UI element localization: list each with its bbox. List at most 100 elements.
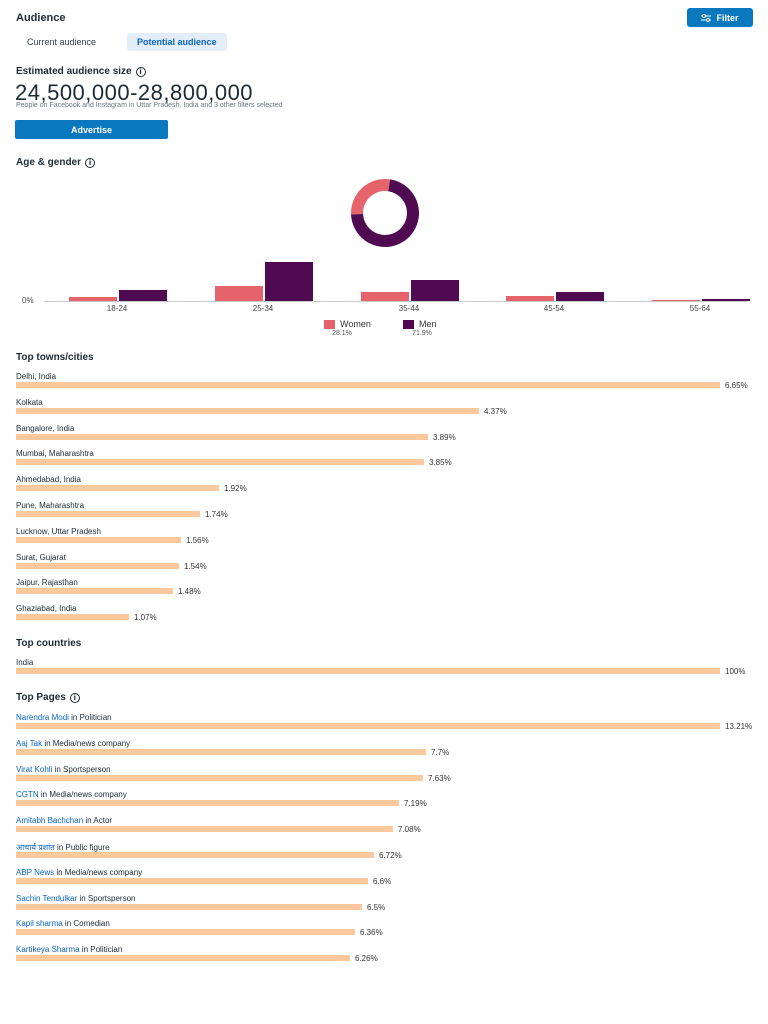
town-row-label: Mumbai, Maharashtra <box>16 449 94 459</box>
country-row-label: India <box>16 658 34 667</box>
page-link[interactable]: ABP News <box>16 867 55 877</box>
page-row-label[interactable]: Narendra Modi in Politician <box>16 713 112 722</box>
page-row-label[interactable]: Kapil sharma in Comedian <box>16 919 110 928</box>
town-row-label: Delhi, India <box>16 372 57 381</box>
page-row-label[interactable]: Amitabh Bachchan in Actor <box>16 816 112 825</box>
town-row-pct: 1.92% <box>224 484 247 494</box>
page-row-bar <box>16 852 374 858</box>
town-row-bar <box>16 382 720 388</box>
bar-women-55-64[interactable] <box>652 300 700 301</box>
page-row-pct: 7.08% <box>398 825 421 835</box>
bar-women-35-44[interactable] <box>361 292 409 301</box>
filter-sliders-icon <box>701 13 712 22</box>
legend-men-label: Men <box>419 319 437 329</box>
page-row-label[interactable]: Kartikeya Sharma in Politician <box>16 945 122 954</box>
country-row-pct: 100% <box>725 667 746 676</box>
town-row-label: Bangalore, India <box>16 423 75 433</box>
bar-men-25-34[interactable] <box>265 262 313 301</box>
town-row-bar <box>16 459 424 466</box>
tab-potential-audience[interactable]: Potential audience <box>127 33 227 51</box>
page-row-pct: 6.26% <box>355 954 378 964</box>
gender-donut-chart <box>351 179 419 247</box>
town-row-pct: 3.85% <box>429 458 452 468</box>
town-row-pct: 6.65% <box>725 381 748 390</box>
audience-size-range: 24,500,000-28,800,000 <box>15 80 254 105</box>
town-row-bar <box>16 485 219 492</box>
page-category: in Media/news company <box>38 790 127 800</box>
page-link[interactable]: आचार्य प्रशांत <box>16 843 55 852</box>
bar-women-25-34[interactable] <box>215 286 263 301</box>
info-icon[interactable]: i <box>85 157 96 168</box>
town-row-label: Jaipur, Rajasthan <box>16 578 78 588</box>
audience-description: People on Facebook and Instagram in Utta… <box>16 102 283 109</box>
info-icon[interactable]: i <box>69 692 80 703</box>
page-category: in Comedian <box>62 919 110 929</box>
page-link[interactable]: Kapil sharma <box>16 919 63 929</box>
legend-women-swatch <box>324 319 335 329</box>
page-row-label[interactable]: Virat Kohli in Sportsperson <box>16 765 111 774</box>
page-row-label[interactable]: Sachin Tendulkar in Sportsperson <box>16 894 136 903</box>
town-row-label: Ghaziabad, India <box>16 604 77 614</box>
country-row-bar <box>16 668 720 674</box>
top-pages-heading-text: Top Pages <box>16 692 66 703</box>
info-icon[interactable]: i <box>135 66 146 77</box>
page-row-label[interactable]: आचार्य प्रशांत in Public figure <box>16 842 110 853</box>
page-row-bar <box>16 748 426 755</box>
town-row-pct: 3.89% <box>433 432 456 442</box>
advertise-button[interactable]: Advertise <box>15 120 168 139</box>
page-row-label[interactable]: Aaj Tak in Media/news company <box>16 739 130 748</box>
page-row-pct: 7.63% <box>428 773 451 783</box>
town-row-bar <box>16 562 179 569</box>
age-gender-heading: Age & gender i <box>16 157 96 168</box>
legend-men-swatch <box>403 319 414 329</box>
page-row-bar <box>16 723 720 729</box>
town-row-pct: 1.54% <box>184 561 207 571</box>
town-row-pct: 1.48% <box>178 587 201 597</box>
page-link[interactable]: Sachin Tendulkar <box>16 893 78 903</box>
page-row-label[interactable]: CGTN in Media/news company <box>16 790 127 799</box>
page-row-bar <box>16 955 350 962</box>
bar-men-35-44[interactable] <box>411 280 459 301</box>
page-link[interactable]: Virat Kohli <box>16 764 53 774</box>
page-row-pct: 13.21% <box>725 722 753 731</box>
page-row-bar <box>16 800 399 807</box>
town-row-bar <box>16 536 181 543</box>
town-row-pct: 1.07% <box>134 613 157 623</box>
estimated-audience-heading-text: Estimated audience size <box>16 66 132 77</box>
bar-men-18-24[interactable] <box>119 290 167 301</box>
age-tick-label: 45-54 <box>543 304 565 313</box>
page-row-label[interactable]: ABP News in Media/news company <box>16 868 142 877</box>
page-link[interactable]: Amitabh Bachchan <box>16 816 84 826</box>
page-category: in Politician <box>68 713 112 722</box>
legend-women-pct: 28.1% <box>332 330 352 337</box>
top-countries-heading: Top countries <box>16 638 82 649</box>
tab-current-audience[interactable]: Current audience <box>27 37 97 47</box>
page-row-bar <box>16 929 355 936</box>
page-link[interactable]: CGTN <box>16 790 39 800</box>
town-row-label: Lucknow, Uttar Pradesh <box>16 526 101 536</box>
filter-button[interactable]: Filter <box>687 8 753 27</box>
town-row-bar <box>16 588 173 595</box>
bar-men-55-64[interactable] <box>702 299 750 301</box>
page-row-bar <box>16 877 368 884</box>
page-row-bar <box>16 826 393 833</box>
legend-men-pct: 71.9% <box>412 330 432 337</box>
page-link[interactable]: Aaj Tak <box>16 738 43 748</box>
page-row-pct: 7.7% <box>431 747 450 757</box>
town-row-label: Pune, Maharashtra <box>16 501 85 510</box>
town-row-bar <box>16 614 129 621</box>
bar-women-18-24[interactable] <box>69 297 117 301</box>
age-tick-label: 25-34 <box>252 304 274 313</box>
bar-women-45-54[interactable] <box>506 296 554 301</box>
bar-men-45-54[interactable] <box>556 292 604 301</box>
page-row-pct: 7.19% <box>404 799 427 809</box>
town-row-bar <box>16 407 479 414</box>
town-row-label: Ahmedabad, India <box>16 475 81 485</box>
page-link[interactable]: Narendra Modi <box>16 713 69 722</box>
age-tick-label: 18-24 <box>106 304 128 313</box>
page-category: in Actor <box>83 816 113 826</box>
page-link[interactable]: Kartikeya Sharma <box>16 945 80 955</box>
legend-men: Men <box>403 319 437 329</box>
page-row-pct: 6.72% <box>379 851 402 860</box>
page-category: in Sportsperson <box>77 893 136 903</box>
